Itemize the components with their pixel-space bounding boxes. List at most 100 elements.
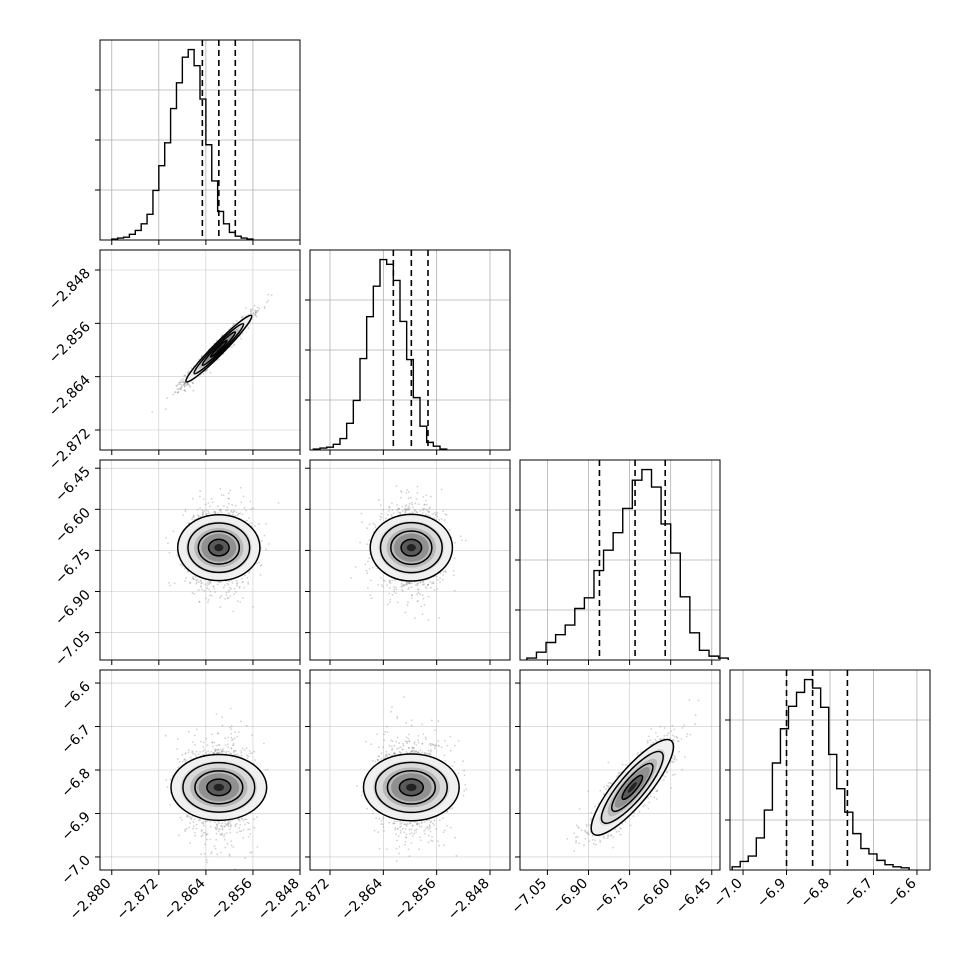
scatter-point — [213, 588, 216, 590]
scatter-point — [224, 846, 227, 849]
scatter-point — [218, 358, 220, 361]
scatter-point — [252, 606, 254, 608]
scatter-point — [407, 601, 409, 604]
scatter-point — [258, 307, 261, 310]
scatter-point — [240, 754, 243, 757]
scatter-point — [200, 585, 202, 587]
scatter-point — [247, 581, 250, 583]
scatter-point — [192, 827, 195, 830]
scatter-point — [255, 314, 257, 316]
scatter-point — [414, 584, 417, 586]
scatter-point — [235, 591, 237, 593]
scatter-point — [404, 505, 407, 508]
scatter-point — [258, 523, 260, 525]
scatter-point — [181, 381, 184, 384]
scatter-point — [425, 513, 427, 516]
scatter-point — [267, 299, 270, 302]
scatter-point — [267, 293, 270, 296]
scatter-point — [246, 754, 249, 756]
scatter-point — [419, 593, 422, 596]
scatter-point — [209, 594, 211, 596]
scatter-point — [405, 504, 408, 506]
scatter-point — [200, 354, 203, 357]
scatter-point — [249, 833, 252, 835]
scatter-point — [423, 603, 426, 606]
scatter-point — [192, 515, 195, 518]
scatter-point — [201, 581, 204, 584]
scatter-point — [236, 600, 239, 602]
scatter-point — [210, 595, 213, 597]
scatter-point — [244, 574, 246, 577]
scatter-point — [211, 741, 214, 744]
scatter-point — [226, 509, 229, 512]
scatter-point — [249, 308, 252, 311]
scatter-point — [195, 827, 198, 830]
scatter-point — [241, 315, 244, 318]
scatter-point — [202, 373, 205, 375]
scatter-point — [178, 382, 181, 384]
scatter-point — [196, 581, 198, 584]
scatter-point — [242, 580, 245, 583]
scatter-point — [229, 823, 232, 826]
scatter-point — [183, 383, 186, 386]
scatter-point — [402, 584, 405, 587]
scatter-point — [250, 522, 253, 524]
scatter-point — [419, 581, 422, 584]
scatter-point — [249, 500, 252, 503]
scatter-point — [168, 551, 171, 554]
scatter-point — [389, 580, 391, 583]
scatter-point — [430, 495, 432, 498]
scatter-point — [254, 312, 257, 315]
scatter-point — [182, 381, 185, 384]
scatter-point — [176, 388, 179, 391]
contour-line — [197, 530, 241, 565]
scatter-point — [203, 853, 206, 855]
scatter-point — [251, 752, 253, 754]
scatter-point — [175, 384, 178, 387]
scatter-point — [166, 786, 169, 788]
scatter-point — [227, 591, 230, 593]
scatter-point — [444, 570, 447, 572]
scatter-point — [422, 597, 425, 600]
scatter-point — [225, 509, 227, 512]
scatter-point — [184, 580, 186, 582]
scatter-point — [252, 313, 255, 316]
scatter-point — [220, 825, 222, 827]
scatter-point — [427, 514, 430, 517]
scatter-point — [189, 842, 192, 845]
scatter-point — [404, 511, 406, 514]
scatter-point — [260, 564, 263, 566]
scatter-point — [185, 375, 187, 378]
scatter-point — [423, 504, 426, 506]
scatter-point — [237, 818, 240, 821]
scatter-point — [380, 584, 383, 586]
scatter-point — [423, 503, 426, 506]
scatter-point — [400, 583, 403, 585]
scatter-point — [204, 370, 207, 373]
scatter-point — [239, 823, 242, 826]
scatter-point — [179, 381, 181, 384]
scatter-point — [202, 746, 205, 748]
scatter-point — [190, 367, 193, 370]
scatter-point — [200, 580, 202, 583]
scatter-point — [179, 816, 182, 819]
scatter-point — [415, 511, 418, 513]
scatter-point — [183, 567, 186, 570]
scatter-point — [230, 725, 233, 727]
scatter-point — [187, 383, 189, 385]
scatter-point — [427, 583, 430, 586]
scatter-point — [395, 588, 398, 591]
scatter-point — [434, 514, 437, 516]
scatter-point — [241, 817, 243, 820]
scatter-point — [192, 382, 195, 385]
scatter-point — [192, 825, 195, 828]
scatter-point — [254, 314, 256, 317]
scatter-point — [405, 508, 407, 511]
scatter-point — [181, 564, 184, 567]
scatter-point — [232, 511, 235, 514]
scatter-point — [254, 312, 257, 314]
scatter-point — [386, 514, 389, 516]
scatter-point — [179, 388, 182, 391]
scatter-point — [208, 581, 211, 583]
scatter-point — [388, 506, 391, 509]
